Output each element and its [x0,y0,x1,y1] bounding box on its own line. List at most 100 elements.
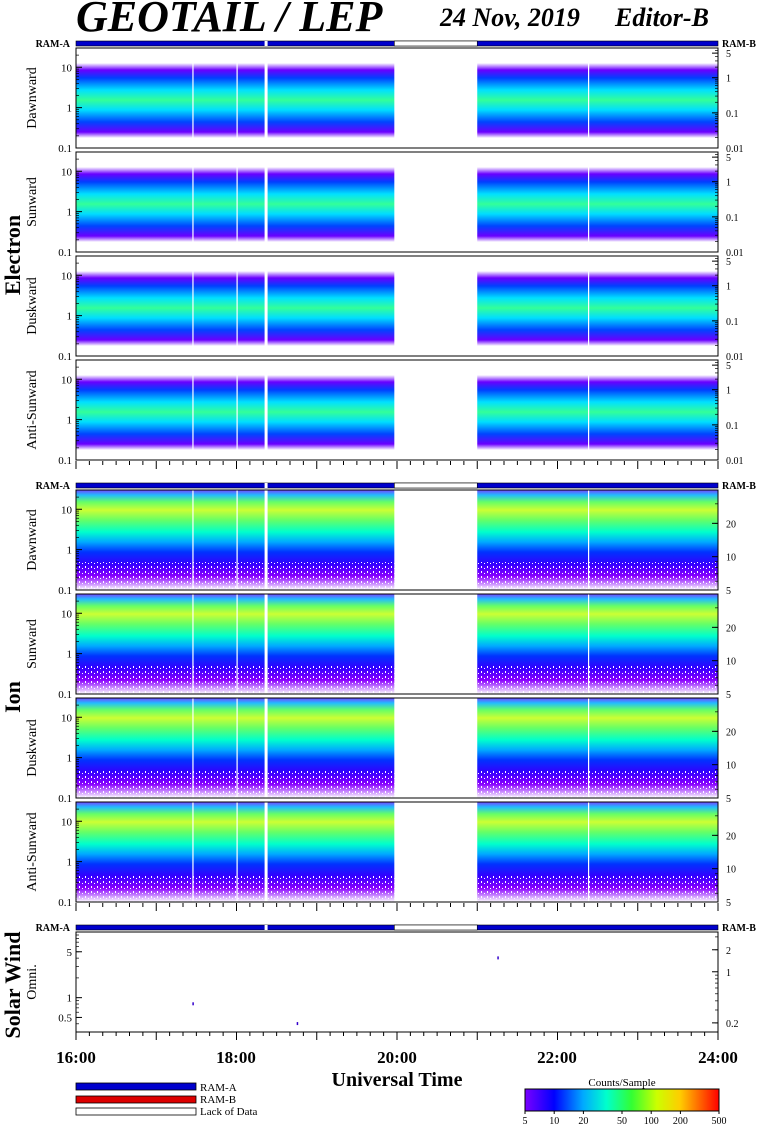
data-dropout-line [192,256,194,356]
y-tick-label-right: 1 [726,386,731,397]
y-tick-label-left: 0.1 [58,455,72,467]
colorbar-title: Counts/Sample [588,1077,655,1089]
solar-wind-point [497,956,499,960]
colorbar-tick-label: 100 [644,1116,659,1127]
y-tick-label-left: 0.5 [58,1012,72,1024]
y-tick-label-right: 1 [726,282,731,293]
data-dropout-line [236,802,238,902]
spectrogram-electron [477,48,718,148]
panel-label: Anti-Sunward [25,812,40,891]
panel-label: Dawnward [25,509,40,570]
solar-wind-point [296,1022,299,1026]
y-tick-label-right: 5 [726,257,731,268]
spectrogram-noise [76,666,395,694]
colorbar-tick-label: 20 [578,1116,588,1127]
x-axis-label: Universal Time [332,1069,463,1091]
y-tick-label-right: 5 [726,49,731,60]
legend: RAM-A RAM-B Lack of Data [75,1082,258,1118]
data-dropout-line [587,594,590,694]
spectrogram-electron [477,360,718,460]
y-tick-label-right: 10 [726,553,736,564]
data-dropout-line [192,360,194,460]
y-tick-label-right: 5 [726,794,731,805]
y-tick-label-left: 10 [61,270,73,282]
legend-swatch-lack-of-data [75,1107,197,1116]
y-tick-label-right: 5 [726,690,731,701]
y-tick-label-left: 1 [67,207,73,219]
data-dropout-line [236,48,238,148]
spectrogram-electron [76,360,395,460]
ram-bar-gap [264,925,268,930]
spectrogram-electron [76,48,395,148]
ram-bar-gap [264,483,268,488]
y-tick-label-left: 0.1 [58,247,72,259]
ram-bar-gap [394,924,478,931]
colorbar-tick-label: 500 [712,1116,727,1127]
spectrogram-noise [477,770,718,798]
y-tick-label-right: 10 [726,657,736,668]
data-dropout-line [192,594,194,694]
data-dropout-line [264,802,268,902]
y-tick-label-left: 10 [61,62,73,74]
y-tick-label-left: 1 [67,545,73,557]
ram-bar-gap [394,482,478,489]
y-tick-label-left: 0.1 [58,689,72,701]
spectrogram-electron [477,256,718,356]
data-dropout-line [236,256,238,356]
x-tick-label: 16:00 [56,1048,96,1067]
spectrogram-noise [76,562,395,590]
ram-b-label: RAM-B [722,39,756,50]
y-tick-label-left: 10 [61,166,73,178]
group-label-ion: Ion [0,681,25,713]
data-dropout-line [587,802,590,902]
panels-layer: RAM-A RAM-B 10 1 0.1 5 1 0.1 0.01 Dawnward 10 1 0.1 5… [25,39,756,1040]
y-tick-label-left: 0.1 [58,143,72,155]
data-dropout-line [192,802,194,902]
plot-title: GEOTAIL / LEP [76,0,384,41]
colorbar: Counts/Sample 5 10 20 50 100 200 500 [523,1077,727,1127]
legend-swatch-ram-a [75,1082,197,1091]
group-label-electron: Electron [0,215,25,295]
y-tick-label-left: 10 [61,712,73,724]
y-tick-label-right: 20 [726,519,736,530]
ram-bar-gap [264,41,268,46]
legend-swatch-ram-b [75,1095,197,1104]
panel-label: Anti-Sunward [25,370,40,449]
panel-label: Sunward [25,619,40,669]
y-tick-label-left: 1 [67,753,73,765]
x-tick-label: 22:00 [537,1048,577,1067]
ram-bar-gap [394,40,478,47]
panel-label: Sunward [25,177,40,227]
y-tick-label-right: 0.2 [726,1019,739,1030]
data-dropout-line [264,360,268,460]
ram-b-label: RAM-B [722,923,756,934]
panel-label: Duskward [25,277,40,335]
y-tick-label-left: 5 [67,947,73,959]
ram-a-label: RAM-A [36,481,71,492]
data-dropout-line [264,698,268,798]
y-tick-label-left: 1 [67,993,73,1005]
panel-label: Duskward [25,719,40,777]
spectrogram-noise [477,562,718,590]
data-dropout-line [587,152,590,252]
solar-wind-point [192,1002,194,1006]
panel-frame [75,151,719,253]
data-dropout-line [236,594,238,694]
y-tick-label-right: 1 [726,74,731,85]
ram-b-label: RAM-B [722,481,756,492]
data-dropout-line [264,152,268,252]
panel-label: Omni. [25,964,40,999]
y-tick-label-right: 5 [726,586,731,597]
spectrogram-electron [477,152,718,252]
y-tick-label-right: 2 [726,946,731,957]
y-tick-label-right: 0.01 [726,144,744,155]
data-dropout-line [192,490,194,590]
x-tick-label: 18:00 [216,1048,256,1067]
x-tick-label: 20:00 [377,1048,417,1067]
legend-label-ram-b: RAM-B [200,1094,236,1106]
plot-editor: Editor-B [614,3,709,32]
y-tick-label-right: 10 [726,865,736,876]
y-tick-label-right: 5 [726,898,731,909]
data-dropout-line [264,490,268,590]
